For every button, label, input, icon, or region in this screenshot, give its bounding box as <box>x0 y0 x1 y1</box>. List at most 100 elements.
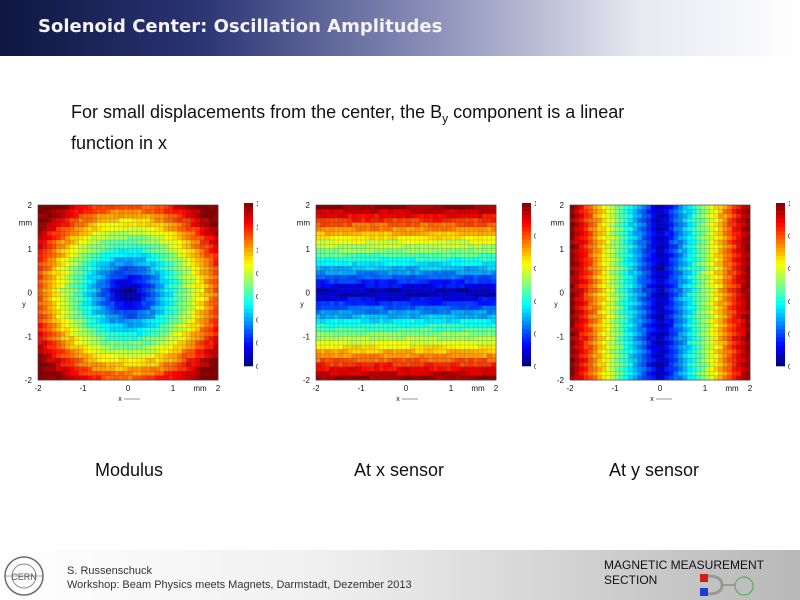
heatmap-cell <box>686 292 692 298</box>
heatmap-cell <box>73 209 79 215</box>
heatmap-cell <box>51 340 57 346</box>
heatmap-cell <box>455 270 461 276</box>
heatmap-cell <box>82 349 88 355</box>
heatmap-cell <box>632 248 638 254</box>
heatmap-cell <box>745 327 751 333</box>
heatmap-cell <box>186 266 192 272</box>
heatmap-cell <box>114 292 120 298</box>
heatmap-cell <box>190 305 196 311</box>
heatmap-cell <box>87 266 93 272</box>
heatmap-cell <box>441 204 447 210</box>
subtitle-text-1: For small displacements from the center,… <box>71 102 443 122</box>
heatmap-cell <box>419 204 425 210</box>
x-tick-label: 0 <box>404 384 409 393</box>
heatmap-cell <box>419 209 425 215</box>
heatmap-cell <box>177 323 183 328</box>
heatmap-cell <box>73 274 79 280</box>
heatmap-cell <box>329 239 335 245</box>
heatmap-cell <box>569 248 575 254</box>
heatmap-cell <box>605 235 611 241</box>
heatmap-cell <box>91 336 97 342</box>
heatmap-cell <box>78 270 84 276</box>
heatmap-cell <box>324 323 330 328</box>
heatmap-cell <box>605 327 611 333</box>
heatmap-cell <box>46 340 52 346</box>
heatmap-cell <box>186 362 192 368</box>
heatmap-cell <box>73 239 79 245</box>
heatmap-cell <box>486 283 492 289</box>
heatmap-cell <box>569 283 575 289</box>
heatmap-cell <box>100 353 106 359</box>
heatmap-cell <box>446 371 452 377</box>
heatmap-cell <box>123 235 129 241</box>
heatmap-cell <box>369 318 375 324</box>
heatmap-cell <box>37 218 43 223</box>
heatmap-cell <box>114 296 120 302</box>
heatmap-cell <box>396 375 402 381</box>
heatmap-cell <box>177 274 183 280</box>
heatmap-cell <box>351 336 357 342</box>
heatmap-cell <box>673 366 679 372</box>
heatmap-cell <box>46 358 52 363</box>
heatmap-cell <box>42 353 48 359</box>
heatmap-cell <box>673 296 679 302</box>
heatmap-cell <box>320 248 326 254</box>
heatmap-cell <box>477 331 483 337</box>
heatmap-cell <box>100 375 106 381</box>
colorbar-step <box>522 215 531 220</box>
heatmap-cell <box>100 244 106 250</box>
heatmap-cell <box>664 309 670 315</box>
heatmap-cell <box>190 340 196 346</box>
heatmap-cell <box>91 253 97 258</box>
colorbar-tick-label: 0.4 <box>256 317 258 324</box>
heatmap-cell <box>686 274 692 280</box>
heatmap-cell <box>329 318 335 324</box>
heatmap-cell <box>473 371 479 377</box>
heatmap-cell <box>127 226 133 232</box>
heatmap-cell <box>718 353 724 359</box>
heatmap-cell <box>405 358 411 363</box>
heatmap-cell <box>446 283 452 289</box>
heatmap-cell <box>682 266 688 272</box>
heatmap-cell <box>610 244 616 250</box>
heatmap-cell <box>727 279 733 285</box>
heatmap-cell <box>574 340 580 346</box>
heatmap-cell <box>704 209 710 215</box>
heatmap-cell <box>650 261 656 267</box>
heatmap-cell <box>437 218 443 223</box>
heatmap-cell <box>704 358 710 363</box>
heatmap-cell <box>587 270 593 276</box>
heatmap-cell <box>213 331 219 337</box>
heatmap-cell <box>42 261 48 267</box>
heatmap-cell <box>378 239 384 245</box>
heatmap-cell <box>677 209 683 215</box>
heatmap-cell <box>118 226 124 232</box>
heatmap-cell <box>468 296 474 302</box>
heatmap-cell <box>347 366 353 372</box>
heatmap-cell <box>172 270 178 276</box>
heatmap-cell <box>650 222 656 228</box>
heatmap-cell <box>432 213 438 219</box>
heatmap-cell <box>46 248 52 254</box>
heatmap-cell <box>145 314 151 320</box>
heatmap-cell <box>686 279 692 285</box>
heatmap-cell <box>369 261 375 267</box>
heatmap-cell <box>141 261 147 267</box>
heatmap-cell <box>60 279 66 285</box>
colorbar-step <box>522 325 531 330</box>
colorbar-step <box>522 268 531 273</box>
heatmap-cell <box>163 257 169 263</box>
heatmap-cell <box>605 222 611 228</box>
heatmap-cell <box>482 301 488 307</box>
heatmap-cell <box>405 226 411 232</box>
heatmap-cell <box>168 318 174 324</box>
heatmap-cell <box>668 301 674 307</box>
heatmap-cell <box>378 226 384 232</box>
heatmap-cell <box>450 336 456 342</box>
heatmap-cell <box>338 340 344 346</box>
heatmap-cell <box>587 340 593 346</box>
heatmap-cell <box>641 244 647 250</box>
heatmap-cell <box>423 248 429 254</box>
heatmap-cell <box>592 292 598 298</box>
heatmap-cell <box>709 309 715 315</box>
